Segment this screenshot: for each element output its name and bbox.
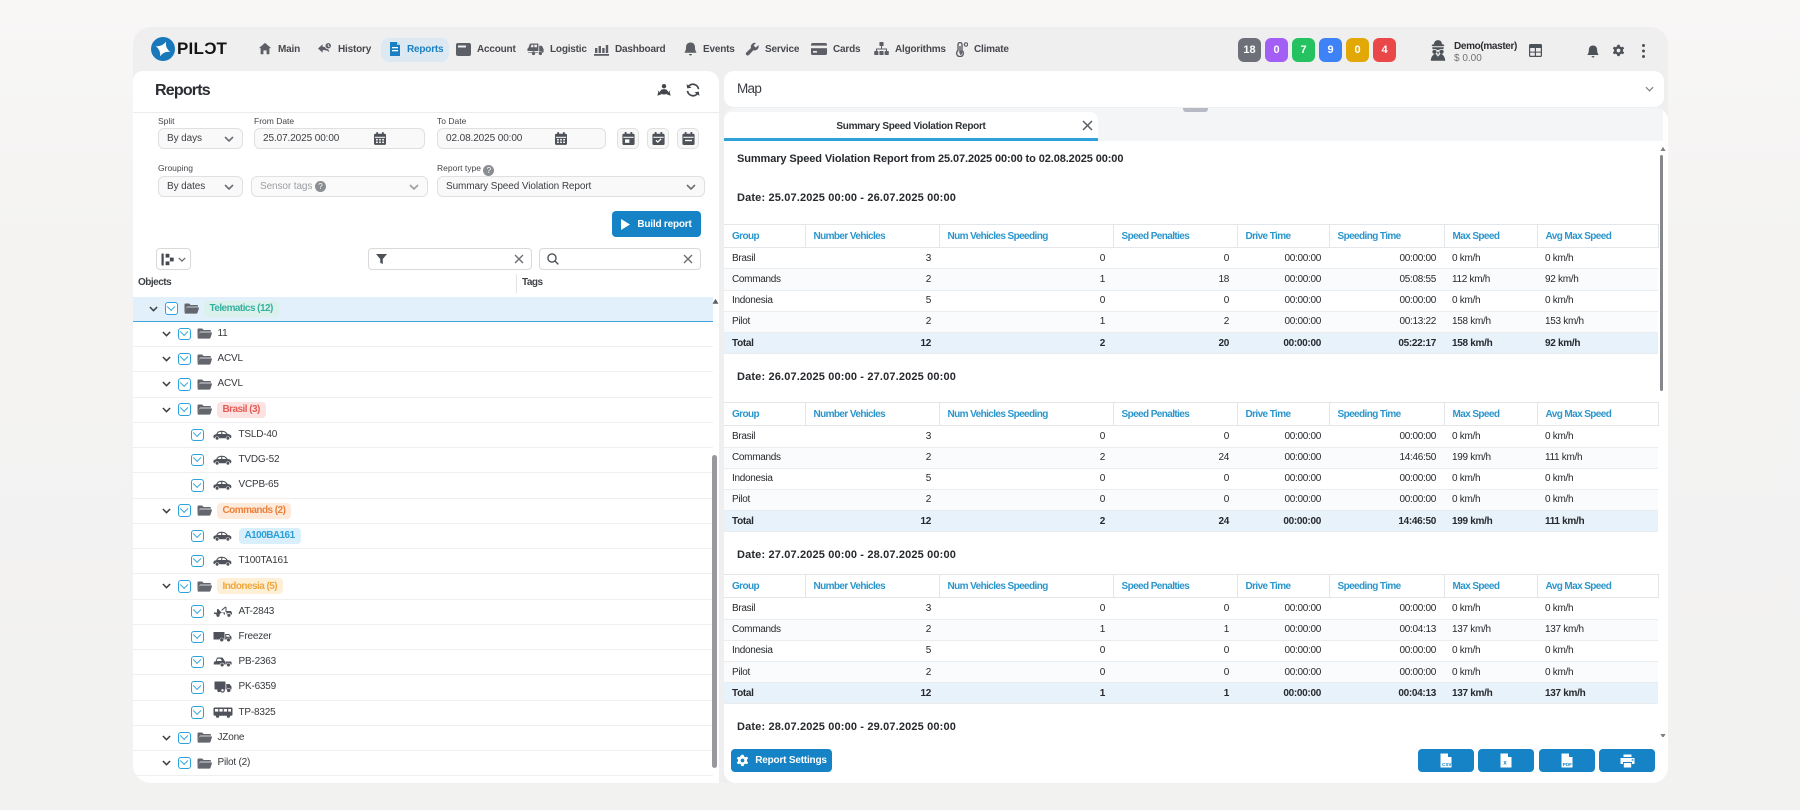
svg-text:PDF: PDF [1562,762,1571,767]
svg-text:x: x [1503,761,1507,767]
svg-text:CSV: CSV [1442,762,1452,767]
